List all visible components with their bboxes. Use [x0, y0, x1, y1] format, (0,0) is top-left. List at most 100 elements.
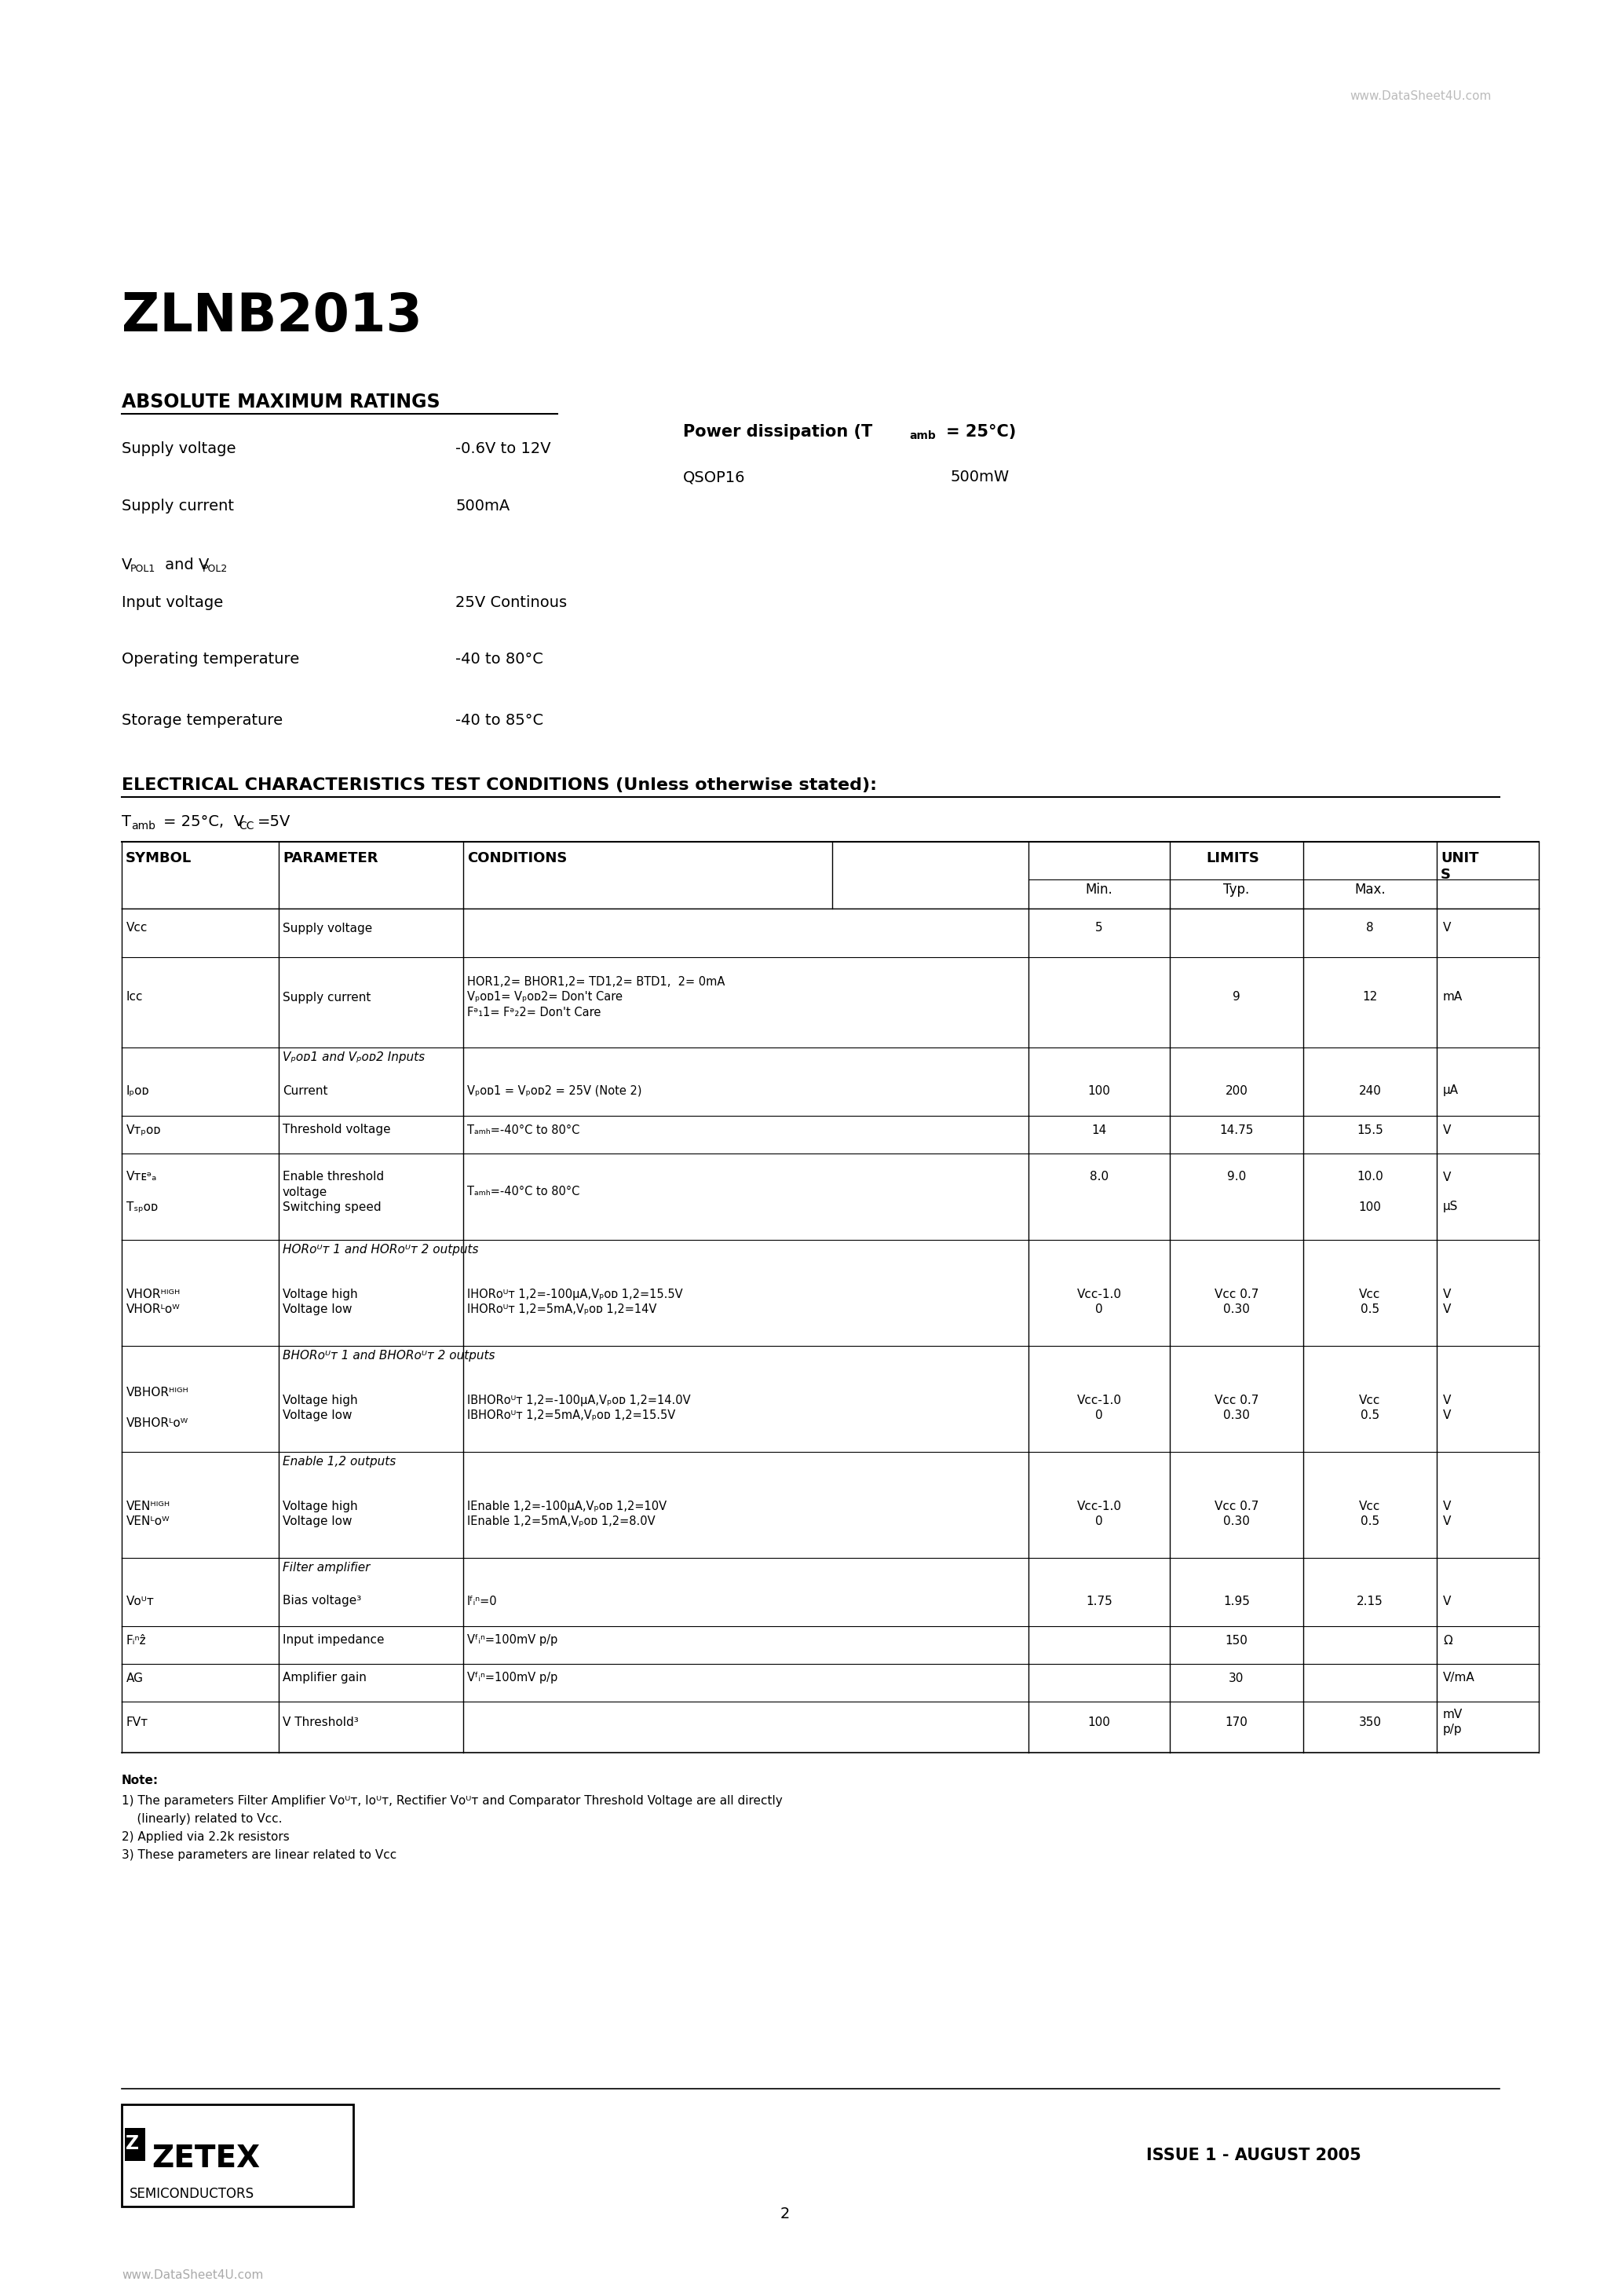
Text: 12: 12: [1362, 992, 1377, 1003]
Text: V: V: [122, 558, 131, 572]
Text: mV
p/p: mV p/p: [1444, 1708, 1463, 1736]
Text: 3) These parameters are linear related to Vᴄᴄ: 3) These parameters are linear related t…: [122, 1848, 397, 1862]
Text: 1.95: 1.95: [1223, 1596, 1251, 1607]
Text: V: V: [1444, 1596, 1452, 1607]
Text: V
V: V V: [1444, 1288, 1452, 1316]
Text: Typ.: Typ.: [1223, 882, 1249, 898]
Text: Vᴄᴄ
0.5: Vᴄᴄ 0.5: [1359, 1499, 1380, 1527]
Text: Iₚᴏᴅ: Iₚᴏᴅ: [127, 1084, 149, 1097]
Text: (linearly) related to Vᴄᴄ.: (linearly) related to Vᴄᴄ.: [122, 1814, 282, 1825]
Text: and V: and V: [161, 558, 209, 572]
Text: Tₐₘₕ=-40°C to 80°C: Tₐₘₕ=-40°C to 80°C: [467, 1187, 579, 1199]
Text: Iᶠᵢⁿ=0: Iᶠᵢⁿ=0: [467, 1596, 498, 1607]
Text: 2: 2: [780, 2206, 790, 2223]
Text: V/mA: V/mA: [1444, 1671, 1474, 1683]
Text: Note:: Note:: [122, 1775, 159, 1786]
Text: 350: 350: [1359, 1715, 1382, 1729]
Text: amb: amb: [131, 820, 156, 831]
Text: 9: 9: [1233, 992, 1241, 1003]
Text: VHORᴴᴵᴳᴴ
VHORᴸᴏᵂ: VHORᴴᴵᴳᴴ VHORᴸᴏᵂ: [127, 1288, 180, 1316]
Text: V

μS: V μS: [1444, 1171, 1458, 1212]
Text: T: T: [122, 815, 131, 829]
Text: Bias voltage³: Bias voltage³: [282, 1596, 362, 1607]
Text: Current: Current: [282, 1084, 328, 1097]
Text: www.DataSheet4U.com: www.DataSheet4U.com: [122, 2268, 263, 2282]
Text: 8.0: 8.0: [1090, 1171, 1108, 1212]
Text: ZETEX: ZETEX: [151, 2144, 260, 2174]
Text: Vᴄᴄ 0.7
0.30: Vᴄᴄ 0.7 0.30: [1215, 1288, 1259, 1316]
Text: Filter amplifier: Filter amplifier: [282, 1561, 370, 1573]
Text: Vᴄᴄ-1.0
0: Vᴄᴄ-1.0 0: [1077, 1288, 1121, 1316]
Text: V: V: [1444, 923, 1452, 934]
Text: Vₚᴏᴅ1 = Vₚᴏᴅ2 = 25V (Note 2): Vₚᴏᴅ1 = Vₚᴏᴅ2 = 25V (Note 2): [467, 1084, 642, 1097]
Text: V
V: V V: [1444, 1394, 1452, 1421]
Text: Vᴛₚᴏᴅ: Vᴛₚᴏᴅ: [127, 1125, 162, 1137]
Text: POL1: POL1: [130, 565, 156, 574]
Text: Supply current: Supply current: [122, 498, 234, 514]
Text: ISSUE 1 - AUGUST 2005: ISSUE 1 - AUGUST 2005: [1147, 2147, 1361, 2163]
Text: Voltage high
Voltage low: Voltage high Voltage low: [282, 1394, 358, 1421]
Text: Supply voltage: Supply voltage: [122, 441, 235, 457]
Text: Vᴄᴄ-1.0
0: Vᴄᴄ-1.0 0: [1077, 1499, 1121, 1527]
Text: UNIT
S: UNIT S: [1440, 852, 1479, 882]
Text: = 25°C,  V: = 25°C, V: [164, 815, 245, 829]
Text: 2) Applied via 2.2k resistors: 2) Applied via 2.2k resistors: [122, 1832, 289, 1844]
Text: Vᶠᵢⁿ=100mV p/p: Vᶠᵢⁿ=100mV p/p: [467, 1635, 558, 1646]
Text: Vᴄᴄ
0.5: Vᴄᴄ 0.5: [1359, 1394, 1380, 1421]
Text: Ω: Ω: [1444, 1635, 1452, 1646]
Text: Voltage high
Voltage low: Voltage high Voltage low: [282, 1288, 358, 1316]
Text: 14.75: 14.75: [1220, 1125, 1254, 1137]
Text: QSOP16: QSOP16: [683, 471, 746, 484]
Text: IBHORᴏᵁᴛ 1,2=-100μA,Vₚᴏᴅ 1,2=14.0V
IBHORᴏᵁᴛ 1,2=5mA,Vₚᴏᴅ 1,2=15.5V: IBHORᴏᵁᴛ 1,2=-100μA,Vₚᴏᴅ 1,2=14.0V IBHOR…: [467, 1394, 691, 1421]
Text: 10.0

100: 10.0 100: [1356, 1171, 1384, 1212]
Text: Supply current: Supply current: [282, 992, 371, 1003]
Text: = 25°C): = 25°C): [946, 425, 1015, 441]
Text: AG: AG: [127, 1671, 144, 1683]
Text: Vᴄᴄ-1.0
0: Vᴄᴄ-1.0 0: [1077, 1394, 1121, 1421]
Text: IHORᴏᵁᴛ 1,2=-100μA,Vₚᴏᴅ 1,2=15.5V
IHORᴏᵁᴛ 1,2=5mA,Vₚᴏᴅ 1,2=14V: IHORᴏᵁᴛ 1,2=-100μA,Vₚᴏᴅ 1,2=15.5V IHORᴏᵁ…: [467, 1288, 683, 1316]
Text: Vᴄᴄ 0.7
0.30: Vᴄᴄ 0.7 0.30: [1215, 1394, 1259, 1421]
Text: Min.: Min.: [1085, 882, 1113, 898]
Text: IEnable 1,2=-100μA,Vₚᴏᴅ 1,2=10V
IEnable 1,2=5mA,Vₚᴏᴅ 1,2=8.0V: IEnable 1,2=-100μA,Vₚᴏᴅ 1,2=10V IEnable …: [467, 1502, 667, 1527]
Text: www.DataSheet4U.com: www.DataSheet4U.com: [1350, 90, 1492, 101]
Text: Vᴄᴄ 0.7
0.30: Vᴄᴄ 0.7 0.30: [1215, 1499, 1259, 1527]
Text: Vₚᴏᴅ1 and Vₚᴏᴅ2 Inputs: Vₚᴏᴅ1 and Vₚᴏᴅ2 Inputs: [282, 1052, 425, 1063]
Text: HOR1,2= BHOR1,2= TD1,2= BTD1,  2= 0mA
Vₚᴏᴅ1= Vₚᴏᴅ2= Don't Care
Fᵊ₁1= Fᵊ₂2= Don't: HOR1,2= BHOR1,2= TD1,2= BTD1, 2= 0mA Vₚᴏ…: [467, 976, 725, 1017]
Text: CONDITIONS: CONDITIONS: [467, 852, 568, 866]
Text: VENᴴᴵᴳᴴ
VENᴸᴏᵂ: VENᴴᴵᴳᴴ VENᴸᴏᵂ: [127, 1499, 170, 1527]
Text: 150: 150: [1225, 1635, 1247, 1646]
Text: -0.6V to 12V: -0.6V to 12V: [456, 441, 551, 457]
Text: BHORᴏᵁᴛ 1 and BHORᴏᵁᴛ 2 outputs: BHORᴏᵁᴛ 1 and BHORᴏᵁᴛ 2 outputs: [282, 1350, 495, 1362]
Text: ELECTRICAL CHARACTERISTICS TEST CONDITIONS (Unless otherwise stated):: ELECTRICAL CHARACTERISTICS TEST CONDITIO…: [122, 778, 878, 792]
Text: Supply voltage: Supply voltage: [282, 923, 373, 934]
Text: -40 to 80°C: -40 to 80°C: [456, 652, 543, 666]
Text: 1.75: 1.75: [1085, 1596, 1113, 1607]
Text: 9.0: 9.0: [1226, 1171, 1246, 1212]
Text: ZLNB2013: ZLNB2013: [122, 292, 422, 342]
Text: Vᴄᴄ
0.5: Vᴄᴄ 0.5: [1359, 1288, 1380, 1316]
Text: -40 to 85°C: -40 to 85°C: [456, 714, 543, 728]
Text: Input voltage: Input voltage: [122, 595, 224, 611]
Text: Storage temperature: Storage temperature: [122, 714, 282, 728]
Text: FVᴛ: FVᴛ: [127, 1715, 149, 1729]
Text: mA: mA: [1444, 992, 1463, 1003]
Text: PARAMETER: PARAMETER: [282, 852, 378, 866]
Text: 500mW: 500mW: [950, 471, 1009, 484]
Text: Fᵢⁿẑ: Fᵢⁿẑ: [127, 1635, 146, 1646]
Text: Vᴏᵁᴛ: Vᴏᵁᴛ: [127, 1596, 154, 1607]
Text: Operating temperature: Operating temperature: [122, 652, 300, 666]
Text: LIMITS: LIMITS: [1205, 852, 1259, 866]
Text: Vᶠᵢⁿ=100mV p/p: Vᶠᵢⁿ=100mV p/p: [467, 1671, 558, 1683]
Text: μA: μA: [1444, 1084, 1458, 1097]
Text: VBHORᴴᴵᴳᴴ

VBHORᴸᴏᵂ: VBHORᴴᴵᴳᴴ VBHORᴸᴏᵂ: [127, 1387, 190, 1430]
Text: Threshold voltage: Threshold voltage: [282, 1125, 391, 1137]
Text: Vᴄᴄ: Vᴄᴄ: [127, 923, 148, 934]
Text: 25V Continous: 25V Continous: [456, 595, 568, 611]
Text: 200: 200: [1225, 1084, 1247, 1097]
Text: Enable threshold
voltage
Switching speed: Enable threshold voltage Switching speed: [282, 1171, 384, 1212]
Text: Tₐₘₕ=-40°C to 80°C: Tₐₘₕ=-40°C to 80°C: [467, 1125, 579, 1137]
Text: 5: 5: [1095, 923, 1103, 934]
Text: ABSOLUTE MAXIMUM RATINGS: ABSOLUTE MAXIMUM RATINGS: [122, 393, 440, 411]
Text: Amplifier gain: Amplifier gain: [282, 1671, 367, 1683]
Text: Input impedance: Input impedance: [282, 1635, 384, 1646]
